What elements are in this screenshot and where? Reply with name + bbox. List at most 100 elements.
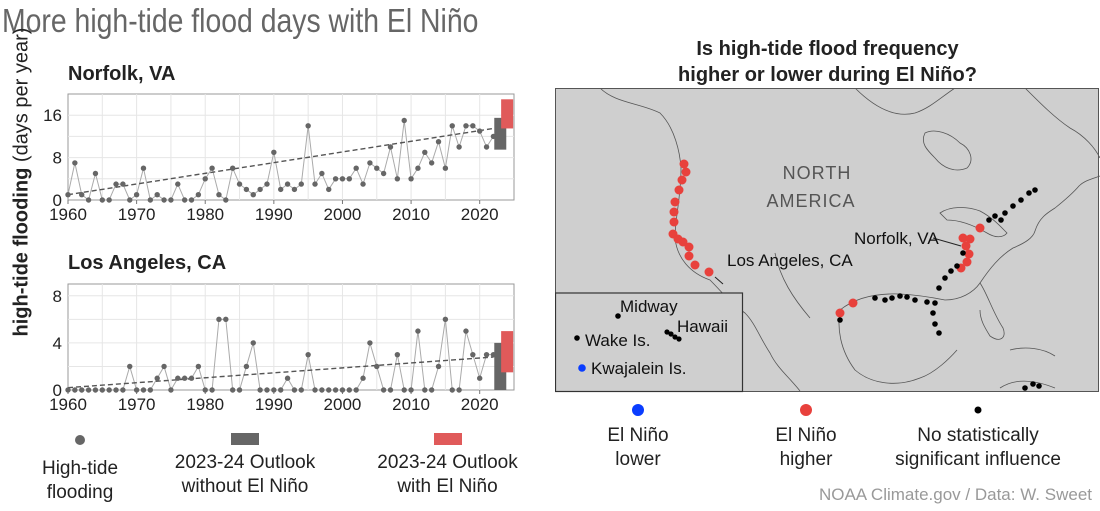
great-lakes: [939, 207, 1008, 238]
la-plot-area: [67, 283, 515, 391]
la-data-point: [202, 387, 208, 393]
norfolk-data-point: [181, 197, 188, 203]
norfolk-x-tick-label: 1990: [255, 205, 293, 224]
station-black: [882, 297, 888, 303]
station-hawaii-1: [664, 329, 670, 335]
station-red: [958, 233, 968, 243]
la-data-point: [154, 375, 160, 381]
legend-higher-line2: higher: [779, 449, 833, 470]
norfolk-y-tick-label: 16: [43, 106, 62, 125]
la-data-point: [271, 387, 277, 393]
la-data-point: [339, 387, 346, 393]
norfolk-leader: [932, 237, 962, 247]
norfolk-data-point: [374, 165, 380, 171]
station-red: [684, 242, 694, 252]
la-x-tick-label: 1960: [49, 395, 87, 414]
la-data-point: [346, 387, 353, 393]
la-data-point: [133, 387, 140, 393]
la-data-point: [284, 375, 291, 381]
norfolk-data-point: [223, 197, 229, 203]
legend-higher-line1: El Niño: [775, 425, 837, 446]
la-x-tick-label: 1980: [186, 395, 224, 414]
label-north: NORTH: [783, 163, 852, 183]
pacific-coast: [599, 88, 801, 392]
norfolk-data-point: [106, 197, 112, 203]
la-data-point: [305, 351, 311, 358]
legend-outlook-without-line2: without El Niño: [181, 476, 309, 497]
la-y-tick-label: 4: [53, 334, 62, 353]
station-black: [954, 263, 960, 269]
station-black: [1032, 187, 1038, 193]
norfolk-data-point: [113, 181, 119, 187]
la-data-point: [127, 363, 133, 370]
la-data-point: [120, 387, 126, 393]
norfolk-data-point: [435, 139, 442, 145]
legend-outlook-with: 2023-24 Outlook with El Niño: [355, 433, 540, 499]
la-data-point: [85, 387, 92, 393]
caribbean-islands: [1009, 347, 1056, 357]
la-data-point: [483, 351, 490, 358]
norfolk-data-point: [449, 123, 455, 129]
legend-black-dot: [974, 406, 982, 414]
norfolk-data-point: [216, 192, 222, 198]
norfolk-data-point: [271, 149, 277, 155]
station-red: [704, 267, 714, 277]
station-red: [848, 298, 858, 308]
la-data-point: [442, 316, 449, 323]
norfolk-data-point: [92, 170, 99, 177]
station-black: [936, 285, 942, 291]
station-black: [1018, 197, 1024, 203]
norfolk-data-point: [387, 144, 394, 150]
la-data-point: [147, 387, 154, 393]
norfolk-outlook-with-bar: [501, 99, 514, 129]
los-angeles-chart-title: Los Angeles, CA: [68, 252, 227, 274]
la-data-point: [435, 363, 442, 370]
legend-no-influence: No statistically significant influence: [868, 403, 1088, 472]
la-x-tick-label: 1990: [255, 395, 293, 414]
coastlines: [599, 88, 1100, 392]
labrador-coast: [1024, 88, 1100, 159]
south-america-coast: [999, 380, 1056, 389]
la-data-point: [476, 375, 483, 381]
west-coast-stations: [668, 159, 985, 318]
norfolk-data-point: [490, 133, 497, 140]
norfolk-data-point: [284, 181, 291, 187]
la-data-point: [463, 328, 469, 334]
norfolk-y-tick-label: 0: [53, 191, 62, 210]
la-data-point: [161, 363, 167, 370]
norfolk-data-point: [257, 186, 263, 193]
label-kwajalein: Kwajalein Is.: [591, 359, 686, 378]
pacific-inset: Midway Wake Is. Hawaii Kwajalein Is.: [555, 292, 744, 393]
atlantic-coast: [979, 175, 1100, 284]
legend-lower-line1: El Niño: [607, 425, 669, 446]
station-red: [669, 217, 679, 227]
norfolk-data-point: [278, 186, 284, 193]
la-trend-line: [67, 356, 494, 389]
label-norfolk: Norfolk, VA: [854, 229, 939, 248]
norfolk-data-point: [463, 123, 469, 129]
label-wake: Wake Is.: [585, 331, 651, 350]
la-data-point: [428, 387, 435, 393]
norfolk-data-point: [147, 197, 154, 203]
page-title: More high-tide flood days with El Niño: [2, 2, 479, 39]
station-black: [930, 310, 936, 316]
legend-lower-line2: lower: [615, 449, 661, 470]
la-data-point: [422, 387, 428, 393]
station-red: [975, 223, 985, 233]
station-black: [936, 330, 942, 336]
norfolk-chart-title: Norfolk, VA: [68, 63, 176, 85]
la-data-point: [394, 351, 401, 358]
la-data-point: [291, 387, 298, 393]
station-black: [992, 213, 998, 219]
norfolk-y-tick-label: 8: [53, 149, 62, 168]
la-data-point: [250, 340, 256, 346]
norfolk-data-point: [188, 197, 195, 203]
la-data-point: [188, 375, 195, 381]
legend-observed-line2: flooding: [46, 482, 114, 503]
la-data-point: [415, 328, 421, 334]
la-y-tick-label: 0: [53, 381, 62, 400]
la-data-point: [195, 363, 202, 370]
station-kwajalein: [578, 364, 586, 372]
norfolk-data-point: [175, 181, 181, 187]
la-data-point: [387, 387, 394, 393]
